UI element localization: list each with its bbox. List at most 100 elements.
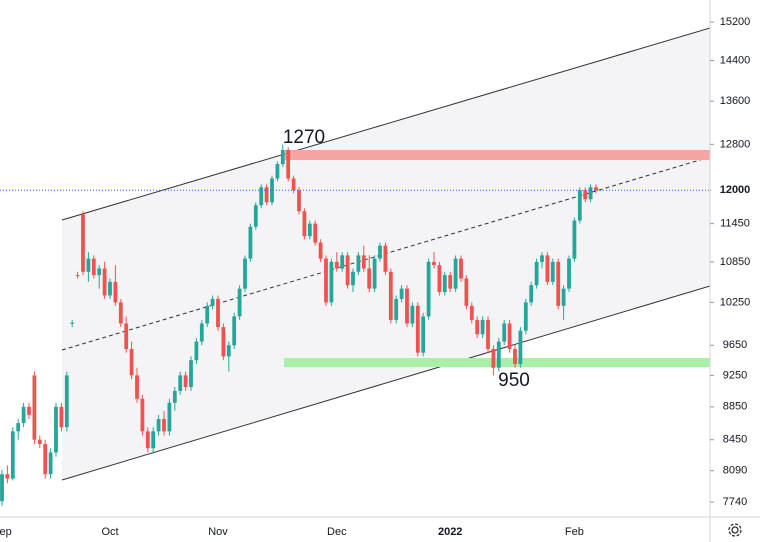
candle-body [302, 211, 307, 237]
candle-body [432, 261, 436, 266]
candle-body [378, 245, 382, 259]
candle-body [475, 319, 480, 335]
candle-body [189, 360, 193, 388]
candle-body [54, 406, 58, 453]
x-tick-label: Nov [208, 526, 228, 538]
x-tick-label: Feb [565, 526, 584, 538]
candle-body [588, 187, 593, 200]
candle-body [318, 242, 323, 259]
candle-body [205, 305, 210, 324]
candle-body [280, 149, 285, 165]
candle-body [140, 398, 145, 432]
candle-body [210, 298, 215, 306]
candle-body [583, 190, 588, 200]
candle-body [43, 443, 48, 475]
candle-body [556, 261, 561, 306]
candle-body [496, 341, 501, 368]
candle-body [540, 255, 544, 262]
candle-body [124, 323, 129, 349]
candle-body [469, 305, 474, 320]
candle-body [145, 431, 150, 449]
y-tick-label: 10250 [720, 296, 751, 308]
candle-body [275, 164, 280, 179]
candle-body [286, 149, 291, 179]
candle-body [194, 341, 199, 361]
x-tick-label: Sep [0, 526, 12, 538]
candle-body [32, 375, 37, 440]
candle-body [545, 255, 550, 282]
y-tick-label: 8450 [723, 434, 747, 446]
candle-body [270, 178, 274, 203]
candle-body [529, 285, 534, 303]
candle-body [383, 245, 388, 272]
candle-body [399, 288, 404, 299]
last-price-box [711, 181, 759, 200]
candle-body [151, 431, 156, 449]
candle-body [135, 375, 139, 399]
candle-body [453, 258, 458, 289]
candle-body [0, 474, 4, 502]
y-tick-label: 8090 [723, 465, 747, 477]
candle-body [405, 288, 409, 324]
candle-body [307, 223, 312, 237]
candle-body [16, 423, 21, 432]
candle-body [340, 255, 345, 269]
candle-body [221, 327, 226, 357]
candle-body [10, 431, 15, 479]
candle-body [334, 261, 339, 269]
candle-body [91, 258, 96, 276]
candle-body [523, 302, 528, 331]
candle-body [550, 261, 555, 282]
candle-body [199, 323, 204, 342]
candle-body [518, 330, 523, 364]
y-tick-label: 9250 [723, 369, 747, 381]
candle-body [577, 190, 582, 221]
candle-body [448, 275, 453, 289]
candle-body [442, 275, 447, 293]
candle-body [421, 316, 426, 353]
y-tick-label: 9650 [723, 339, 747, 351]
candle-body [37, 439, 42, 444]
annotation: 950 [498, 370, 530, 391]
candle-body [507, 323, 512, 349]
candle-body [297, 190, 301, 212]
candle-body [388, 271, 393, 320]
y-tick-label: 7740 [723, 496, 747, 508]
candle-body [156, 418, 161, 432]
candle-body [59, 406, 64, 428]
candle-body [253, 205, 258, 227]
candle-body [345, 255, 350, 286]
candle-body [162, 418, 166, 432]
candle-body [259, 187, 264, 206]
y-tick-label: 14400 [720, 54, 751, 66]
candle-body [70, 322, 75, 324]
candle-body [361, 255, 366, 269]
candle-body [118, 302, 123, 324]
candle-body [480, 319, 485, 335]
candle-body [97, 268, 102, 276]
candle-body [129, 348, 134, 376]
channel-lower [61, 285, 710, 481]
candle-body [502, 323, 507, 342]
y-tick-label: 8850 [723, 401, 747, 413]
last-price-label: 12000 [720, 184, 751, 196]
candle-body [237, 288, 242, 317]
candle-body [567, 258, 571, 289]
y-tick-label: 15200 [720, 16, 751, 28]
x-tick-label: Dec [327, 526, 347, 538]
candle-body [243, 258, 247, 289]
candle-body [426, 261, 431, 317]
y-tick-label: 10850 [720, 256, 751, 268]
y-tick-label: 12800 [720, 138, 751, 150]
candle-body [410, 305, 415, 324]
candle-body [459, 258, 463, 279]
candle-body [291, 178, 296, 191]
candle-body [48, 452, 53, 475]
candle-body [264, 187, 269, 203]
annotation: 1270 [283, 127, 325, 148]
y-tick-label: 13600 [720, 95, 751, 107]
candle-body [572, 220, 577, 259]
candle-body [248, 226, 253, 259]
settings-icon[interactable] [728, 523, 742, 537]
